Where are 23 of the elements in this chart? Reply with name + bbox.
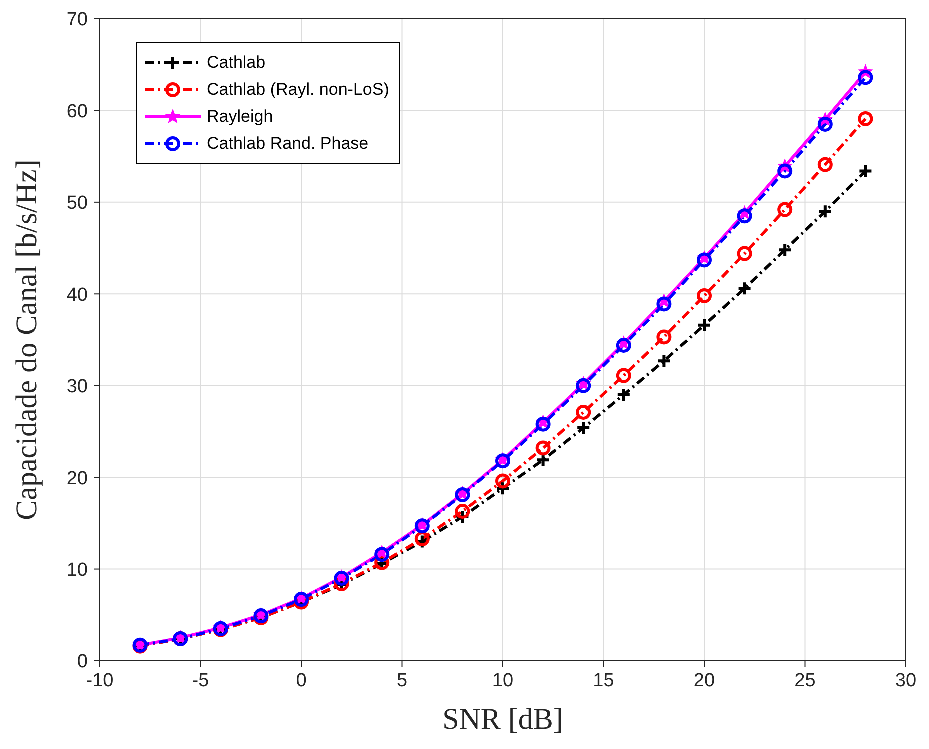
- y-tick-label: 50: [66, 193, 88, 214]
- legend-label: Cathlab: [207, 52, 266, 72]
- y-tick-label: 40: [66, 284, 88, 306]
- x-tick-label: 5: [396, 670, 408, 692]
- x-tick-label: -10: [86, 670, 114, 692]
- y-axis-title: Capacidade do Canal [b/s/Hz]: [10, 160, 44, 520]
- y-tick-label: 0: [77, 652, 88, 673]
- y-tick-label: 60: [66, 101, 88, 122]
- x-tick-label: -5: [192, 670, 210, 692]
- x-tick-label: 10: [492, 670, 514, 692]
- legend-label: Rayleigh: [207, 106, 274, 126]
- y-tick-label: 30: [66, 376, 88, 398]
- x-tick-label: 0: [296, 670, 307, 692]
- legend-label: Cathlab (Rayl. non-LoS): [207, 80, 390, 100]
- legend-label: Cathlab Rand. Phase: [207, 134, 369, 154]
- y-tick-label: 20: [66, 468, 88, 490]
- y-tick-label: 70: [66, 10, 88, 31]
- y-tick-label: 10: [66, 560, 88, 582]
- x-tick-label: 30: [895, 670, 917, 692]
- x-tick-label: 25: [794, 670, 816, 692]
- x-tick-label: 15: [593, 670, 614, 692]
- x-axis-title: SNR [dB]: [442, 703, 564, 736]
- x-tick-label: 20: [694, 670, 716, 692]
